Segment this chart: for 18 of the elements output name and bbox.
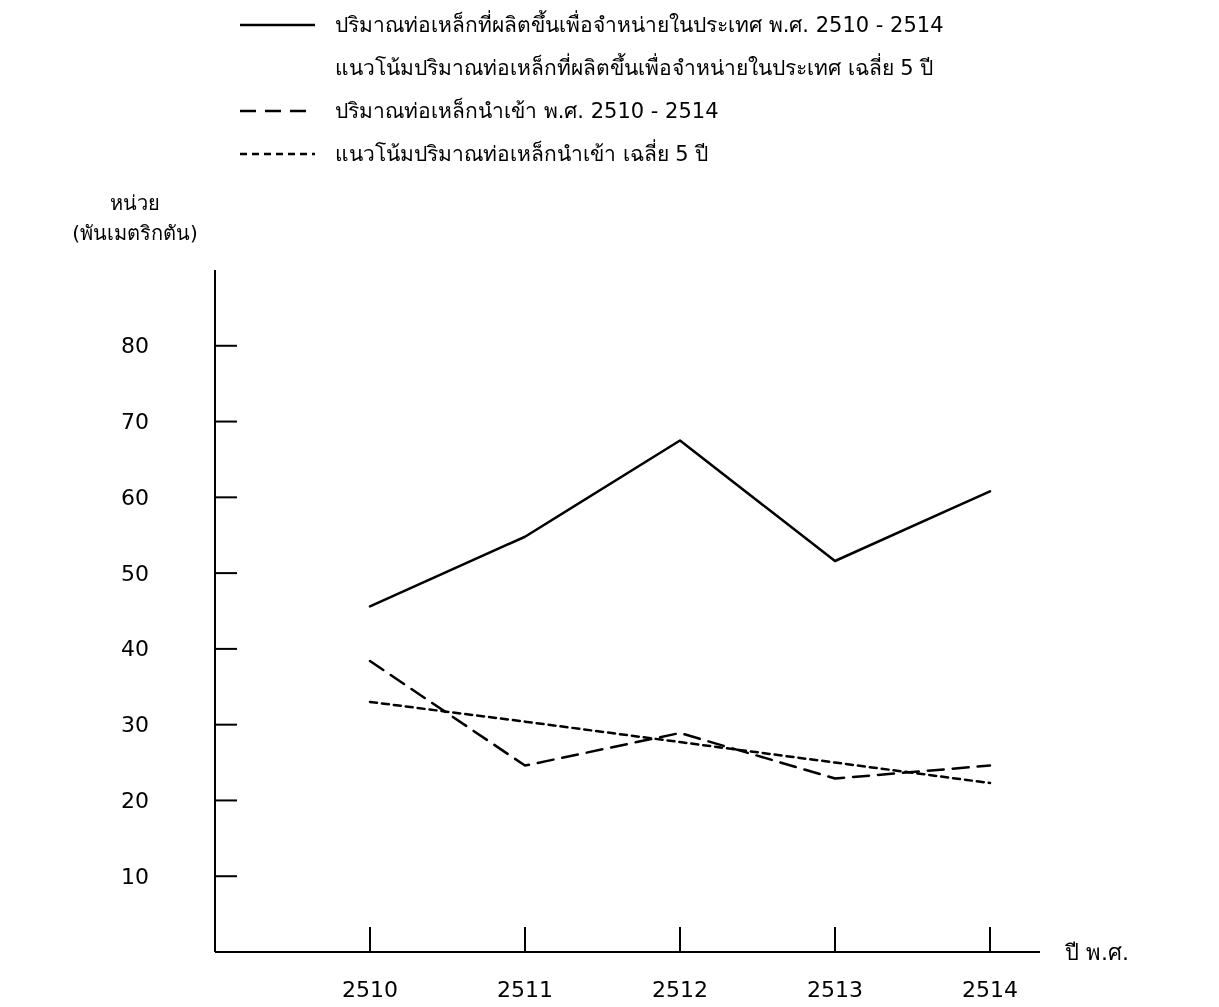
legend-label: ปริมาณท่อเหล็กนำเข้า พ.ศ. 2510 - 2514	[335, 97, 719, 123]
y-axis-title: หน่วย (พันเมตริกตัน)	[72, 191, 198, 245]
y-tick-label: 30	[121, 712, 149, 738]
y-tick-label: 40	[121, 636, 149, 662]
x-tick-label: 2514	[962, 977, 1018, 1002]
legend-label: ปริมาณท่อเหล็กที่ผลิตขึ้นเพื่อจำหน่ายในประเทศ พ.ศ. 2510 - 2514	[335, 10, 944, 37]
y-tick-label: 50	[121, 560, 149, 586]
y-tick-label: 10	[121, 863, 149, 889]
x-tick-label: 2513	[807, 977, 863, 1002]
y-tick-label: 70	[121, 409, 149, 435]
x-tick-label: 2512	[652, 977, 708, 1002]
y-tick-label: 80	[121, 333, 149, 359]
x-tick-label: 2511	[497, 977, 553, 1002]
y-tick-label: 20	[121, 787, 149, 813]
legend-label: แนวโน้มปริมาณท่อเหล็กนำเข้า เฉลี่ย 5 ปี	[335, 139, 709, 166]
x-tick-label: 2510	[342, 977, 398, 1002]
y-tick-label: 60	[121, 484, 149, 510]
x-axis-title: ปี พ.ศ.	[1064, 940, 1129, 965]
